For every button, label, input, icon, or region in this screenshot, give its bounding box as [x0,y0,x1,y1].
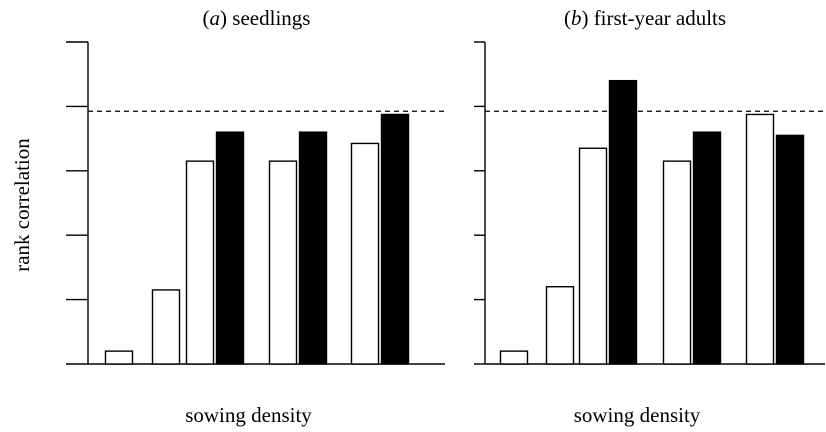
panel-b-bar-filled [775,134,805,365]
panel-b-bar-filled [692,131,722,365]
panel-a-bar-filled [380,113,410,365]
panel-b-bar-open [499,350,529,365]
panel-b-title-text: first-year adults [594,6,726,30]
panel-a-bar-filled [298,131,328,365]
panel-b-bar-filled [608,79,638,365]
panel-a-bar-open [151,289,181,365]
panel-b-bar-open [578,147,608,365]
panel-b-x-axis-title: sowing density [574,403,701,427]
panel-b-title-close-paren: ) [581,6,593,30]
panel-a-bar-filled [215,131,245,365]
panel-a-title: (a) seedlings [203,6,311,30]
panel-a-bar-open [185,160,215,365]
panel-a-x-axis-title: sowing density [185,403,312,427]
panel-a-title-open-paren: ( [203,6,210,30]
panel-a-title-close-paren: ) [220,6,232,30]
panel-a-bar-open [350,142,380,365]
panel-b-title-open-paren: ( [564,6,571,30]
panel-a-title-letter: a [210,6,221,30]
panel-b-bar-open [545,286,575,365]
panel-a-title-text: seedlings [232,6,310,30]
panel-b-title-letter: b [571,6,582,30]
panel-a-bar-open [104,350,134,365]
panel-b-bar-open [662,160,692,365]
panel-b-bar-open [745,113,775,365]
y-axis-title: rank correlation [10,138,34,272]
panel-a-bar-open [268,160,298,365]
panel-b-title: (b) first-year adults [564,6,726,30]
